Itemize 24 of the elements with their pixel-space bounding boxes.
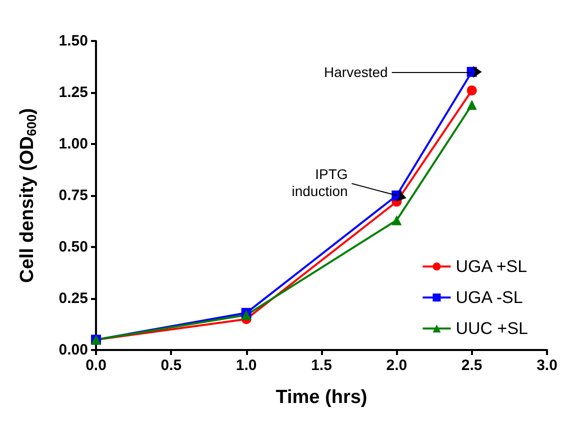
x-tick-label: 2.0 [386, 357, 408, 374]
point [466, 100, 477, 110]
x-tick-label: 0.0 [86, 357, 106, 374]
x-tick-label: 2.5 [461, 357, 482, 374]
y-tick-label: 0.75 [58, 187, 88, 204]
annotation: IPTG induction [292, 166, 348, 199]
y-tick-label: 1.50 [58, 32, 88, 50]
x-tick-label: 1.5 [311, 357, 332, 374]
y-tick-label: 0.50 [58, 238, 88, 256]
y-tick-label: 0.25 [58, 290, 88, 307]
y-tick-label: 1.25 [58, 84, 88, 101]
legend-label: UUC +SL [456, 319, 528, 338]
annotation: Harvested [324, 64, 388, 80]
x-tick-label: 3.0 [536, 357, 558, 374]
x-axis-title: Time (hrs) [276, 387, 368, 408]
y-tick-label: 1.00 [58, 136, 88, 152]
legend-label: UGA -SL [456, 288, 523, 307]
x-tick-label: 0.5 [160, 357, 182, 374]
y-tick-label: 0.00 [58, 342, 88, 358]
x-tick-label: 1.0 [236, 357, 257, 374]
point [466, 85, 477, 96]
y-axis-title: Cell density (OD600) [17, 108, 39, 283]
point [392, 215, 402, 226]
legend-label: UGA +SL [456, 257, 528, 276]
